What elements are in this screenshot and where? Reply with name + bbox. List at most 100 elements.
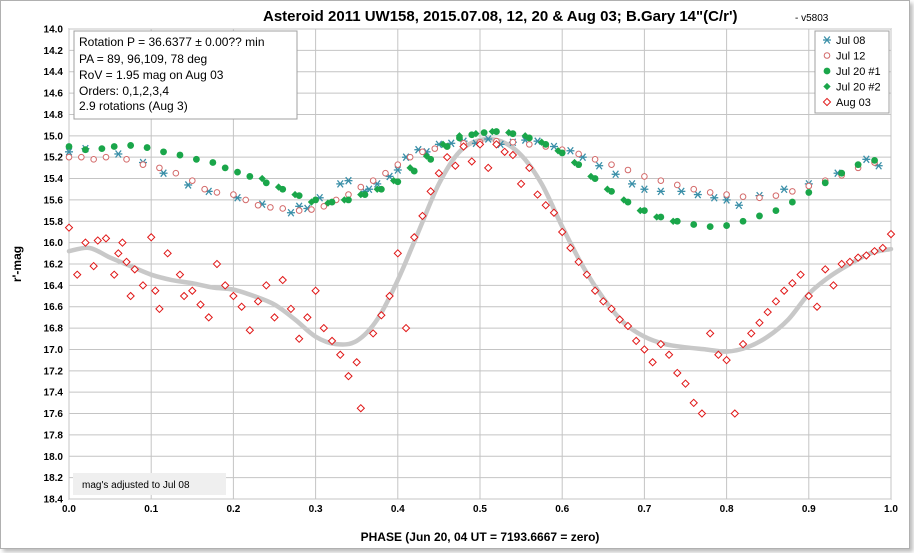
data-point: [480, 129, 488, 137]
data-point: [451, 161, 460, 170]
data-point: [409, 233, 419, 242]
y-tick-label: 18.0: [44, 452, 64, 463]
data-point: [607, 304, 616, 314]
data-point: [188, 286, 197, 295]
data-point: [829, 281, 838, 290]
data-point: [123, 156, 130, 163]
data-point: [357, 183, 365, 191]
data-point: [590, 286, 600, 295]
data-point: [537, 138, 546, 146]
data-point: [771, 297, 781, 306]
x-tick-label: 0.9: [802, 504, 816, 515]
data-point: [369, 177, 377, 184]
data-point: [163, 249, 172, 258]
data-point: [648, 358, 657, 367]
data-point: [641, 207, 648, 214]
data-point: [303, 313, 312, 322]
data-point: [295, 207, 303, 214]
data-point: [393, 249, 403, 258]
data-point: [657, 213, 665, 221]
data-point: [656, 187, 665, 196]
data-point: [204, 313, 213, 322]
data-point: [253, 297, 263, 306]
data-point: [525, 163, 534, 173]
data-point: [262, 179, 270, 187]
data-point: [365, 185, 374, 194]
data-point: [549, 208, 559, 217]
data-point: [220, 281, 230, 290]
data-point: [254, 201, 262, 209]
data-point: [475, 140, 485, 149]
data-point: [788, 198, 796, 206]
data-point: [143, 144, 151, 151]
data-point: [689, 398, 698, 408]
data-point: [509, 138, 517, 146]
data-point: [242, 196, 250, 204]
data-point: [229, 291, 238, 301]
x-tick-label: 0.6: [555, 504, 569, 515]
legend-marker: [823, 52, 831, 59]
data-point: [653, 213, 661, 221]
data-point: [176, 151, 184, 159]
data-point: [631, 336, 641, 346]
data-point: [714, 350, 723, 360]
data-point: [230, 191, 237, 198]
data-point: [734, 201, 743, 210]
data-point: [500, 147, 509, 157]
note-box: mag's adjusted to Jul 08: [73, 473, 226, 495]
data-point: [557, 227, 567, 237]
y-tick-label: 16.6: [44, 302, 64, 313]
y-tick-label: 17.6: [44, 409, 64, 420]
data-point: [368, 329, 378, 338]
data-point: [336, 350, 345, 360]
data-point: [221, 164, 229, 172]
data-point: [385, 291, 394, 301]
data-point: [723, 222, 730, 229]
data-point: [327, 336, 337, 346]
data-point: [805, 189, 813, 196]
data-point: [65, 147, 73, 156]
data-point: [308, 206, 315, 213]
data-point: [739, 217, 747, 225]
data-point: [838, 169, 846, 177]
data-point: [246, 173, 254, 180]
data-point: [82, 146, 89, 154]
data-point: [820, 265, 830, 274]
info-line-rov: RoV = 1.95 mag on Aug 03: [79, 68, 224, 82]
data-point: [657, 177, 665, 184]
data-point: [747, 329, 756, 338]
data-point: [418, 211, 427, 221]
data-point: [344, 371, 353, 381]
data-point: [526, 141, 533, 148]
data-point: [110, 143, 118, 150]
data-point: [796, 270, 805, 279]
data-point: [673, 368, 682, 378]
y-tick-label: 16.4: [44, 281, 64, 292]
data-point: [673, 217, 681, 225]
data-point: [780, 185, 789, 194]
data-point: [664, 350, 674, 360]
data-point: [681, 379, 690, 388]
data-point: [377, 311, 386, 320]
series-4: [64, 140, 896, 418]
data-point: [472, 130, 480, 138]
data-point: [155, 304, 164, 314]
data-point: [319, 323, 329, 333]
y-tick-label: 14.8: [44, 110, 64, 121]
x-tick-label: 0.5: [473, 504, 487, 515]
data-point: [352, 358, 361, 367]
y-tick-label: 14.4: [44, 67, 64, 78]
data-point: [193, 155, 200, 163]
data-point: [139, 161, 147, 168]
data-point: [710, 193, 719, 202]
data-point: [705, 329, 715, 338]
data-point: [772, 192, 780, 199]
data-point: [549, 142, 558, 151]
data-point: [656, 339, 666, 349]
data-point: [130, 265, 140, 274]
data-point: [382, 169, 389, 177]
data-point: [93, 236, 103, 245]
data-point: [459, 142, 468, 151]
y-tick-label: 15.4: [44, 174, 64, 185]
